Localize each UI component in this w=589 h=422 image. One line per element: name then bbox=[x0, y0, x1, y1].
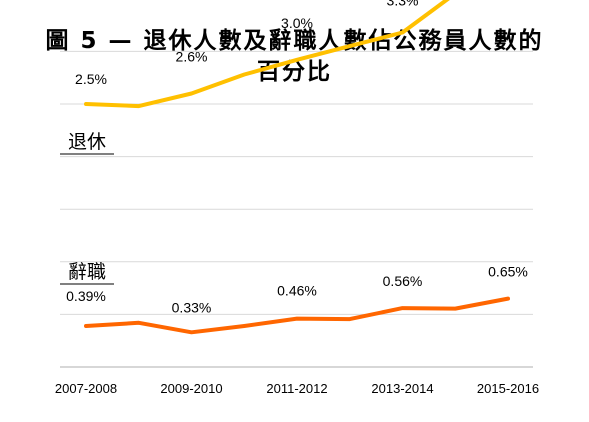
series-line bbox=[84, 296, 510, 335]
data-label: 3.3% bbox=[387, 0, 419, 8]
data-label: 0.33% bbox=[172, 299, 212, 315]
x-tick-label: 2011-2012 bbox=[266, 381, 327, 396]
x-tick-label: 2015-2016 bbox=[477, 381, 539, 396]
data-label: 0.46% bbox=[277, 283, 317, 299]
data-label: 0.56% bbox=[383, 273, 423, 289]
data-label: 0.65% bbox=[488, 264, 528, 280]
x-tick-label: 2007-2008 bbox=[55, 381, 117, 396]
chart-title-line-2: 百分比 bbox=[257, 59, 332, 85]
chart-title-line-1: 圖 5 — 退休人數及辭職人數佔公務員人數的 bbox=[45, 28, 544, 54]
x-tick-label: 2009-2010 bbox=[160, 381, 222, 396]
data-label: 2.5% bbox=[75, 71, 107, 87]
series-line bbox=[84, 0, 450, 109]
chart-title: 圖 5 — 退休人數及辭職人數佔公務員人數的 百分比 bbox=[0, 26, 589, 88]
x-tick-label: 2013-2014 bbox=[371, 381, 433, 396]
series-name-label: 辭職 bbox=[68, 261, 106, 283]
series-name-label: 退休 bbox=[68, 131, 106, 153]
data-label: 3.0% bbox=[281, 15, 313, 31]
data-label: 0.39% bbox=[66, 288, 106, 304]
data-label: 2.6% bbox=[176, 48, 208, 64]
